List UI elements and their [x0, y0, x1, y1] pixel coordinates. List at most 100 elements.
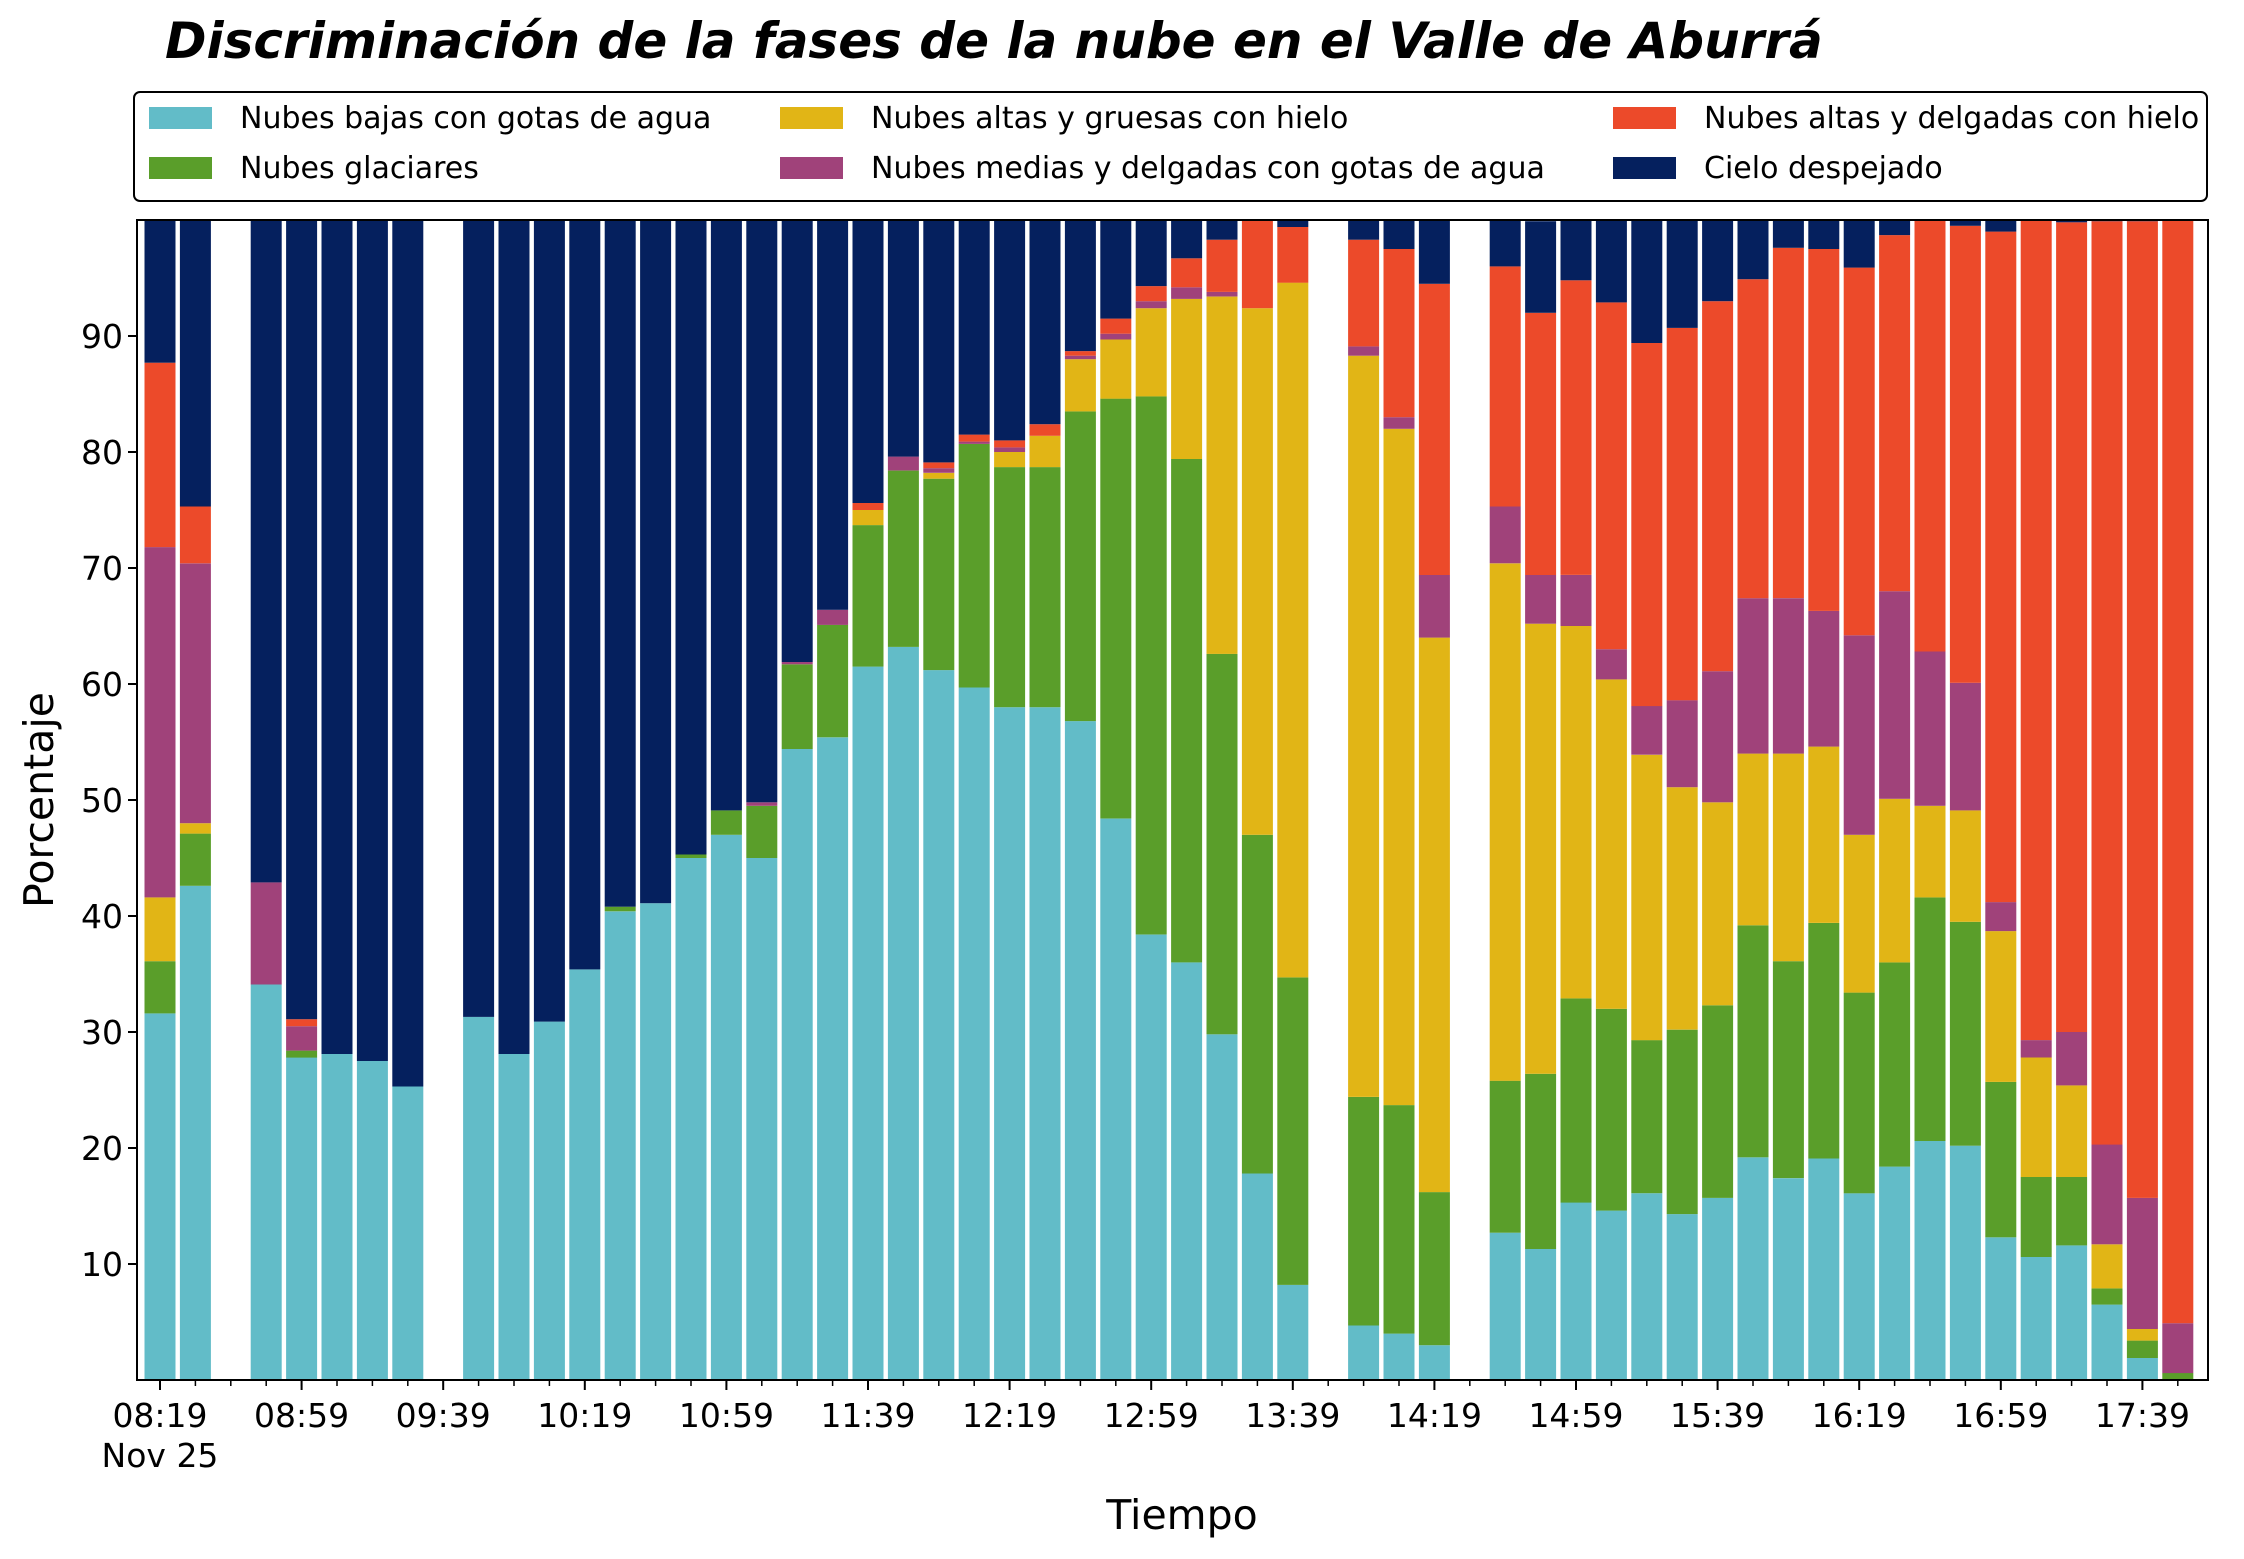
- bar-segment-34-5: [1348, 220, 1380, 240]
- bar-segment-22-3: [923, 468, 955, 473]
- x-tick-label: 13:39: [1245, 1396, 1340, 1435]
- bar-segment-53-2: [2020, 1057, 2052, 1177]
- bar-segment-27-3: [1100, 333, 1132, 340]
- bar-segment-43-2: [1666, 787, 1698, 1030]
- bar-segment-27-4: [1100, 318, 1132, 334]
- bar-segment-13-0: [604, 911, 636, 1380]
- legend-label: Nubes altas y delgadas con hielo: [1704, 101, 2199, 136]
- bar-segment-56-4: [2126, 221, 2158, 1198]
- bar-segment-23-4: [958, 434, 990, 442]
- bar-segment-43-1: [1666, 1029, 1698, 1215]
- bar-segment-38-2: [1489, 563, 1521, 1081]
- bar-segment-32-0: [1277, 1284, 1309, 1380]
- bar-segment-50-1: [1914, 897, 1946, 1141]
- bar-segment-12-5: [569, 220, 601, 970]
- bar-segment-12-0: [569, 969, 601, 1380]
- bar-segment-6-0: [356, 1061, 388, 1380]
- bar-segment-36-5: [1418, 220, 1450, 284]
- bar-segment-39-4: [1525, 312, 1557, 575]
- bar-segment-35-1: [1383, 1105, 1415, 1334]
- bar-segment-27-2: [1100, 339, 1132, 399]
- bar-segment-55-0: [2091, 1304, 2123, 1380]
- bar-segment-36-2: [1418, 637, 1450, 1193]
- bar-segment-49-0: [1879, 1166, 1911, 1380]
- bar-segment-52-1: [1985, 1081, 2017, 1238]
- bar-segment-22-5: [923, 220, 955, 463]
- bar-segment-50-4: [1914, 220, 1946, 652]
- bar-segment-15-0: [675, 858, 707, 1380]
- bar-segment-11-5: [533, 220, 565, 1022]
- bar-segment-20-4: [852, 503, 884, 510]
- bar-segment-29-4: [1171, 258, 1203, 288]
- bar-segment-28-2: [1135, 308, 1167, 397]
- bar-segment-22-2: [923, 472, 955, 479]
- bar-segment-49-5: [1879, 220, 1911, 236]
- bar-segment-52-0: [1985, 1237, 2017, 1380]
- bar-segment-10-5: [498, 220, 530, 1054]
- bar-segment-16-5: [710, 220, 742, 811]
- bar-segment-53-0: [2020, 1257, 2052, 1380]
- x-tick-label: 17:39: [2095, 1396, 2190, 1435]
- bar-segment-17-3: [746, 802, 778, 806]
- bar-segment-52-2: [1985, 931, 2017, 1082]
- bar-segment-30-0: [1206, 1034, 1238, 1380]
- bar-segment-44-4: [1702, 301, 1734, 672]
- bar-segment-20-2: [852, 510, 884, 526]
- bar-segment-34-3: [1348, 346, 1380, 356]
- bar-segment-40-1: [1560, 998, 1592, 1203]
- x-tick-label: 15:39: [1670, 1396, 1765, 1435]
- bar-segment-52-3: [1985, 902, 2017, 932]
- bar-segment-49-3: [1879, 591, 1911, 799]
- bar-segment-49-4: [1879, 235, 1911, 592]
- bar-segment-39-5: [1525, 221, 1557, 313]
- bar-segment-45-4: [1737, 279, 1769, 599]
- bar-segment-47-0: [1808, 1158, 1840, 1380]
- bar-segment-21-0: [887, 646, 919, 1380]
- bar-segment-21-1: [887, 470, 919, 647]
- bar-segment-41-4: [1595, 302, 1627, 650]
- bar-segment-49-2: [1879, 798, 1911, 963]
- bar-segment-4-1: [286, 1050, 318, 1058]
- bar-segment-52-5: [1985, 220, 2017, 232]
- bar-segment-15-1: [675, 854, 707, 858]
- bar-segment-19-3: [817, 609, 849, 625]
- bar-segment-42-4: [1631, 343, 1663, 707]
- x-tick-label: 08:59: [254, 1396, 349, 1435]
- bar-segment-0-3: [144, 547, 176, 898]
- bar-segment-11-0: [533, 1021, 565, 1380]
- bar-segment-28-0: [1135, 934, 1167, 1380]
- bars-layer: [144, 220, 2194, 1380]
- bar-segment-45-5: [1737, 220, 1769, 280]
- bar-segment-28-1: [1135, 396, 1167, 935]
- bar-segment-26-0: [1064, 721, 1096, 1380]
- bar-segment-26-2: [1064, 359, 1096, 412]
- bar-segment-48-1: [1843, 992, 1875, 1194]
- bar-segment-7-0: [392, 1086, 424, 1380]
- bar-segment-51-3: [1949, 682, 1981, 811]
- bar-segment-14-0: [640, 903, 672, 1380]
- bar-segment-5-5: [321, 220, 353, 1054]
- bar-segment-13-1: [604, 906, 636, 912]
- bar-segment-0-2: [144, 897, 176, 962]
- legend-swatch: [780, 107, 843, 129]
- bar-segment-44-3: [1702, 671, 1734, 803]
- bar-segment-1-4: [179, 506, 211, 564]
- legend-swatch: [780, 157, 843, 179]
- bar-segment-30-1: [1206, 653, 1238, 1035]
- bar-segment-24-0: [994, 707, 1026, 1380]
- bar-segment-51-2: [1949, 810, 1981, 922]
- bar-segment-30-4: [1206, 239, 1238, 292]
- bar-segment-57-1: [2162, 1373, 2194, 1380]
- bar-segment-4-5: [286, 220, 318, 1020]
- legend-label: Nubes medias y delgadas con gotas de agu…: [871, 151, 1545, 186]
- bar-segment-49-1: [1879, 962, 1911, 1167]
- y-axis-label: Porcentaje: [15, 692, 63, 908]
- bar-segment-27-0: [1100, 818, 1132, 1380]
- bar-segment-42-0: [1631, 1193, 1663, 1380]
- bar-segment-43-5: [1666, 220, 1698, 328]
- bar-segment-42-5: [1631, 220, 1663, 343]
- bar-segment-35-3: [1383, 417, 1415, 429]
- bar-segment-38-5: [1489, 220, 1521, 267]
- bar-segment-30-2: [1206, 296, 1238, 654]
- bar-segment-28-5: [1135, 220, 1167, 287]
